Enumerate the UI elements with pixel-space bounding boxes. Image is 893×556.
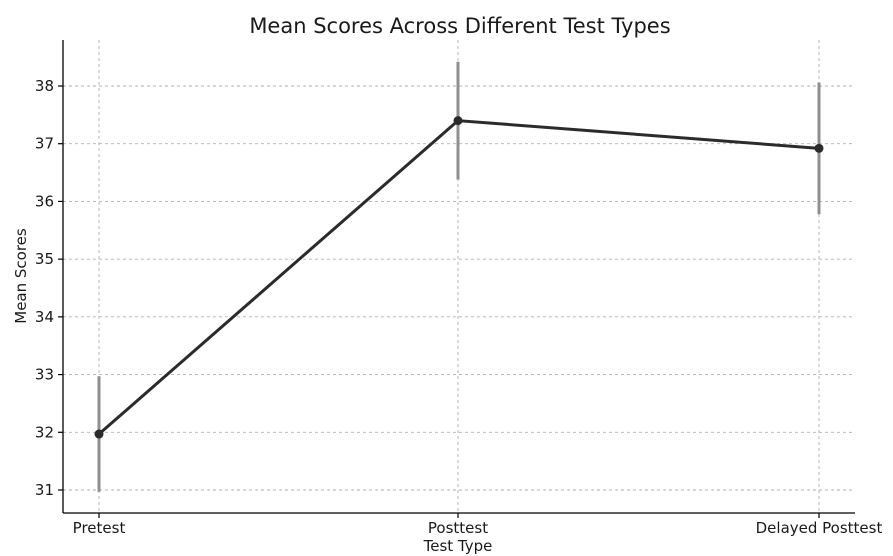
series (94, 116, 824, 439)
y-axis-label: Mean Scores (12, 228, 30, 324)
y-tick-label: 34 (35, 308, 54, 326)
x-axis-label: Test Type (423, 537, 493, 555)
grid (63, 40, 855, 513)
data-point (94, 429, 104, 439)
x-tick-label: Posttest (428, 519, 488, 537)
y-tick-label: 38 (35, 77, 54, 95)
y-tick-label: 33 (35, 366, 54, 384)
y-tick-label: 32 (35, 423, 54, 441)
y-tick-label: 31 (35, 481, 54, 499)
axes (62, 40, 855, 514)
x-tick-label: Pretest (73, 519, 126, 537)
data-point (453, 116, 463, 126)
y-tick-label: 37 (35, 135, 54, 153)
y-tick-label: 36 (35, 192, 54, 210)
error-bars (97, 61, 821, 492)
ticks: 31 32 33 34 35 36 37 38 Pretest Posttest Delayed P… (35, 77, 883, 537)
data-point (814, 143, 824, 153)
y-tick-label: 35 (35, 250, 54, 268)
chart-title: Mean Scores Across Different Test Types (249, 14, 670, 38)
x-tick-label: Delayed Posttest (756, 519, 883, 537)
